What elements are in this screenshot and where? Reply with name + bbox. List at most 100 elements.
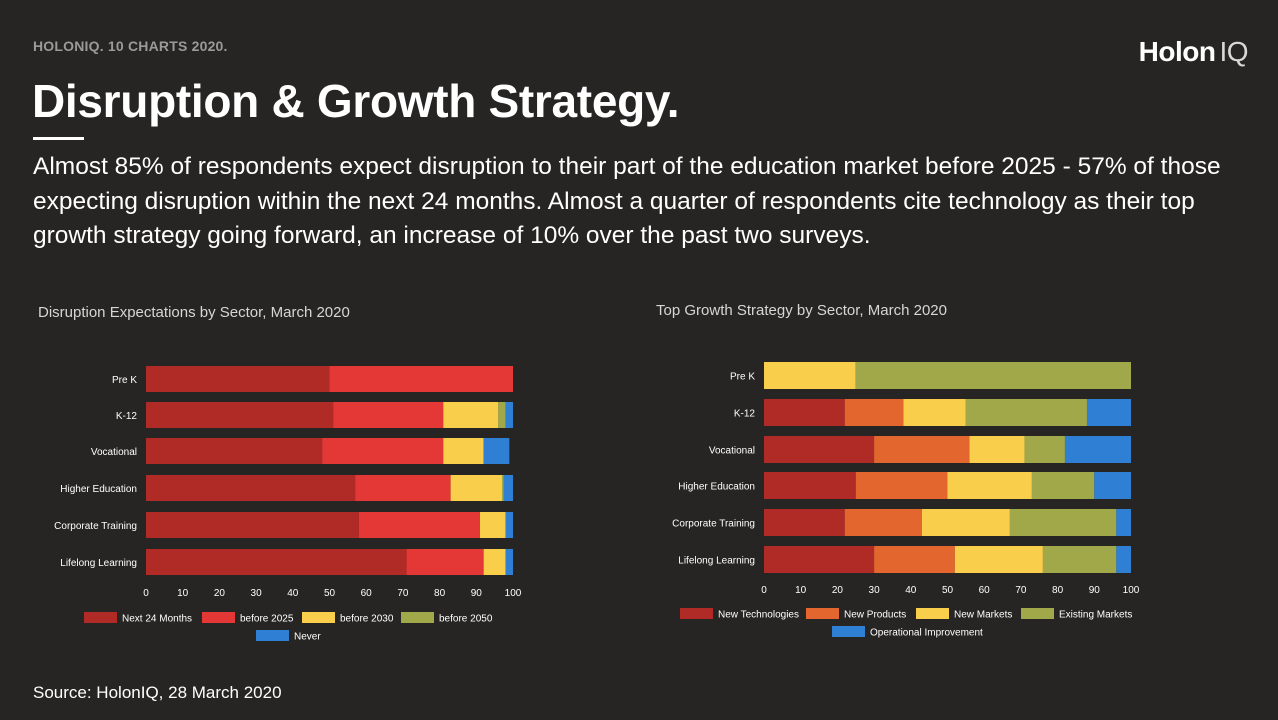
- category-label-corporate-training: Corporate Training: [54, 521, 137, 532]
- report-kicker: HOLONIQ. 10 CHARTS 2020.: [33, 38, 228, 54]
- bar-segment-vocational-operational-improvement: [1064, 436, 1131, 463]
- intro-paragraph: Almost 85% of respondents expect disrupt…: [33, 153, 1221, 249]
- legend-label-never: Never: [294, 632, 321, 643]
- category-label-k-12: K-12: [116, 411, 138, 422]
- bar-segment-corporate-training-operational-improvement: [1116, 509, 1131, 536]
- x-tick-label-40: 40: [905, 585, 917, 596]
- legend-label-before-2025: before 2025: [240, 614, 294, 625]
- bar-segment-higher-education-new-technologies: [764, 472, 856, 499]
- bar-segment-vocational-never: [483, 438, 510, 464]
- bar-segment-lifelong-learning-operational-improvement: [1116, 546, 1131, 573]
- bar-segment-lifelong-learning-before-2030: [483, 549, 506, 575]
- legend-label-next-24-months: Next 24 Months: [122, 614, 192, 625]
- bar-segment-vocational-new-technologies: [764, 436, 875, 463]
- category-label-pre-k: Pre K: [112, 375, 137, 386]
- x-tick-label-20: 20: [214, 588, 226, 599]
- legend-swatch-before-2025: [202, 612, 235, 623]
- x-tick-label-20: 20: [832, 585, 844, 596]
- bar-segment-lifelong-learning-never: [505, 549, 513, 575]
- bar-segment-higher-education-next-24-months: [146, 475, 356, 501]
- legend-swatch-existing-markets: [1021, 608, 1054, 619]
- bar-segment-pre-k-new-markets: [764, 362, 856, 389]
- legend-label-before-2050: before 2050: [439, 614, 493, 625]
- category-label-lifelong-learning: Lifelong Learning: [60, 558, 137, 569]
- x-tick-label-0: 0: [761, 585, 767, 596]
- x-tick-label-90: 90: [471, 588, 483, 599]
- logo-suffix-text: IQ: [1219, 36, 1248, 67]
- growth-chart-title: Top Growth Strategy by Sector, March 202…: [656, 302, 947, 319]
- bar-segment-k-12-before-2050: [498, 402, 506, 428]
- category-label-lifelong-learning: Lifelong Learning: [678, 556, 755, 567]
- bar-segment-vocational-existing-markets: [1024, 436, 1065, 463]
- bar-segment-corporate-training-next-24-months: [146, 512, 359, 538]
- x-tick-label-100: 100: [1123, 585, 1140, 596]
- legend-swatch-next-24-months: [84, 612, 117, 623]
- bar-segment-corporate-training-existing-markets: [1009, 509, 1117, 536]
- bar-segment-k-12-before-2030: [443, 402, 499, 428]
- x-tick-label-40: 40: [287, 588, 299, 599]
- bar-segment-higher-education-existing-markets: [1031, 472, 1095, 499]
- x-tick-label-100: 100: [505, 588, 522, 599]
- legend-swatch-before-2050: [401, 612, 434, 623]
- category-label-corporate-training: Corporate Training: [672, 519, 755, 530]
- bar-segment-lifelong-learning-existing-markets: [1042, 546, 1117, 573]
- category-label-pre-k: Pre K: [730, 372, 755, 383]
- bar-segment-k-12-never: [505, 402, 513, 428]
- legend-label-operational-improvement: Operational Improvement: [870, 628, 983, 639]
- bar-segment-higher-education-new-products: [855, 472, 948, 499]
- legend-label-existing-markets: Existing Markets: [1059, 610, 1132, 621]
- category-label-higher-education: Higher Education: [60, 484, 137, 495]
- bar-segment-higher-education-before-2025: [355, 475, 451, 501]
- bar-segment-higher-education-before-2030: [450, 475, 502, 501]
- bar-segment-lifelong-learning-next-24-months: [146, 549, 407, 575]
- legend-swatch-operational-improvement: [832, 626, 865, 637]
- x-tick-label-70: 70: [397, 588, 409, 599]
- bar-segment-k-12-next-24-months: [146, 402, 334, 428]
- legend-label-new-markets: New Markets: [954, 610, 1012, 621]
- legend-swatch-never: [256, 630, 289, 641]
- page-title: Disruption & Growth Strategy.: [32, 75, 680, 127]
- x-tick-label-30: 30: [869, 585, 881, 596]
- x-tick-label-80: 80: [1052, 585, 1064, 596]
- category-label-k-12: K-12: [734, 409, 756, 420]
- disruption-expectations-chart: Pre K K-12 Vocational Higher Education Corpo…: [54, 366, 522, 643]
- legend-swatch-before-2030: [302, 612, 335, 623]
- bar-segment-vocational-next-24-months: [146, 438, 323, 464]
- bar-segment-lifelong-learning-new-products: [874, 546, 955, 573]
- bar-segment-higher-education-new-markets: [947, 472, 1032, 499]
- holoniq-logo: Holon IQ: [1138, 36, 1249, 68]
- bar-segment-pre-k-next-24-months: [146, 366, 330, 392]
- bar-segment-higher-education-never: [503, 475, 513, 501]
- category-label-vocational: Vocational: [709, 446, 755, 457]
- logo-main-text: Holon: [1138, 36, 1216, 67]
- bar-segment-k-12-new-technologies: [764, 399, 845, 426]
- x-tick-label-70: 70: [1015, 585, 1027, 596]
- bar-segment-pre-k-before-2025: [329, 366, 513, 392]
- x-tick-label-50: 50: [942, 585, 954, 596]
- bar-segment-k-12-before-2025: [333, 402, 444, 428]
- source-note: Source: HolonIQ, 28 March 2020: [33, 683, 282, 702]
- bar-segment-lifelong-learning-new-technologies: [764, 546, 875, 573]
- x-tick-label-10: 10: [795, 585, 807, 596]
- bar-segment-corporate-training-new-markets: [921, 509, 1010, 536]
- x-tick-label-0: 0: [143, 588, 149, 599]
- bar-segment-higher-education-operational-improvement: [1094, 472, 1131, 499]
- title-underline: [33, 137, 84, 140]
- bar-segment-k-12-new-products: [844, 399, 904, 426]
- legend-label-new-products: New Products: [844, 610, 906, 621]
- bar-segment-higher-education-before-2050: [501, 475, 504, 501]
- x-tick-label-60: 60: [361, 588, 373, 599]
- category-label-higher-education: Higher Education: [678, 482, 755, 493]
- legend-swatch-new-markets: [916, 608, 949, 619]
- disruption-chart-title: Disruption Expectations by Sector, March…: [38, 304, 350, 321]
- legend-swatch-new-products: [806, 608, 839, 619]
- bar-segment-k-12-existing-markets: [965, 399, 1087, 426]
- bar-segment-pre-k-existing-markets: [855, 362, 1131, 389]
- x-tick-label-30: 30: [251, 588, 263, 599]
- bar-segment-lifelong-learning-new-markets: [954, 546, 1043, 573]
- bar-segment-vocational-before-2025: [322, 438, 444, 464]
- x-tick-label-80: 80: [434, 588, 446, 599]
- bar-segment-corporate-training-before-2025: [358, 512, 480, 538]
- bar-segment-vocational-new-products: [874, 436, 970, 463]
- growth-strategy-chart: Pre K K-12 Vocational Higher Education Corpo…: [672, 362, 1140, 639]
